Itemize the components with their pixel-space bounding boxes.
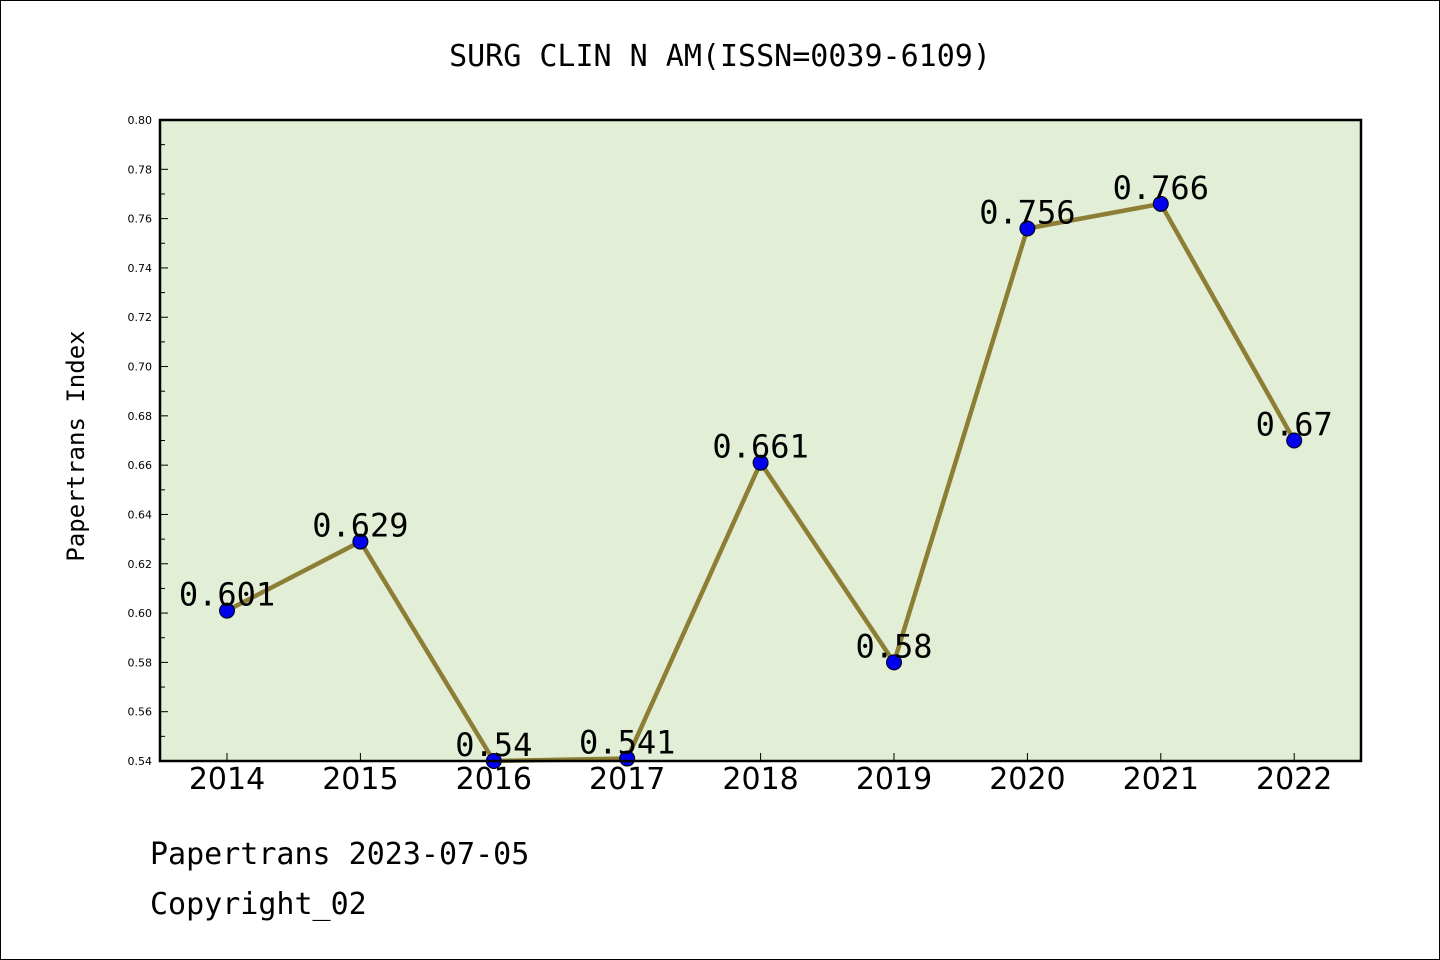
y-axis: 0.54 0.56 0.58 0.60 0.62 0.64 0.66 0.68 0.70 0.72… — [128, 114, 168, 768]
data-label: 0.541 — [579, 724, 675, 762]
x-axis: 2014 2015 2016 2017 2018 2019 2020 2021 2022 — [189, 753, 1332, 797]
data-point — [1286, 432, 1303, 449]
x-tick-label: 2020 — [989, 762, 1065, 797]
y-tick-label: 0.62 — [128, 558, 153, 571]
y-tick-label: 0.74 — [128, 262, 153, 275]
y-tick-label: 0.64 — [128, 508, 153, 521]
footer-copyright: Copyright_02 — [150, 887, 367, 922]
y-tick-label: 0.68 — [128, 410, 153, 423]
x-tick-label: 2017 — [589, 762, 665, 797]
footer-date: Papertrans 2023-07-05 — [150, 837, 529, 872]
data-labels: 0.601 0.629 0.54 0.541 0.661 0.58 0.756 0.766 0.… — [179, 169, 1333, 764]
data-label: 0.766 — [1113, 169, 1209, 207]
data-point — [352, 533, 369, 550]
data-label: 0.661 — [712, 428, 808, 466]
y-tick-label: 0.70 — [128, 361, 153, 374]
x-tick-label: 2022 — [1256, 762, 1332, 797]
chart-title: SURG CLIN N AM(ISSN=0039-6109) — [449, 39, 991, 74]
y-tick-label: 0.60 — [128, 607, 153, 620]
y-tick-label: 0.54 — [128, 755, 153, 768]
y-axis-label: Papertrans Index — [62, 330, 90, 561]
data-label: 0.629 — [312, 507, 408, 545]
x-tick-label: 2019 — [856, 762, 932, 797]
data-label: 0.756 — [979, 193, 1075, 231]
plot-border — [158, 118, 1363, 763]
y-tick-label: 0.66 — [128, 459, 153, 472]
data-point — [1019, 220, 1036, 237]
data-label: 0.601 — [179, 576, 275, 614]
data-point — [619, 750, 636, 767]
y-tick-label: 0.76 — [128, 213, 153, 226]
data-point — [886, 654, 902, 671]
x-tick-label: 2015 — [322, 762, 398, 797]
x-tick-label: 2018 — [722, 762, 798, 797]
data-label: 0.54 — [455, 726, 532, 764]
x-tick-label: 2021 — [1123, 762, 1199, 797]
plot-area — [160, 120, 1361, 761]
data-point — [219, 602, 235, 619]
y-tick-label: 0.80 — [128, 114, 153, 127]
y-tick-label: 0.58 — [128, 656, 153, 669]
x-tick-label: 2014 — [189, 762, 265, 797]
data-point — [752, 454, 769, 471]
data-label: 0.67 — [1256, 406, 1333, 444]
y-tick-label: 0.72 — [128, 311, 153, 324]
y-tick-label: 0.56 — [128, 706, 153, 719]
data-label: 0.58 — [855, 627, 932, 665]
data-point — [1152, 195, 1169, 212]
y-tick-label: 0.78 — [128, 163, 153, 176]
